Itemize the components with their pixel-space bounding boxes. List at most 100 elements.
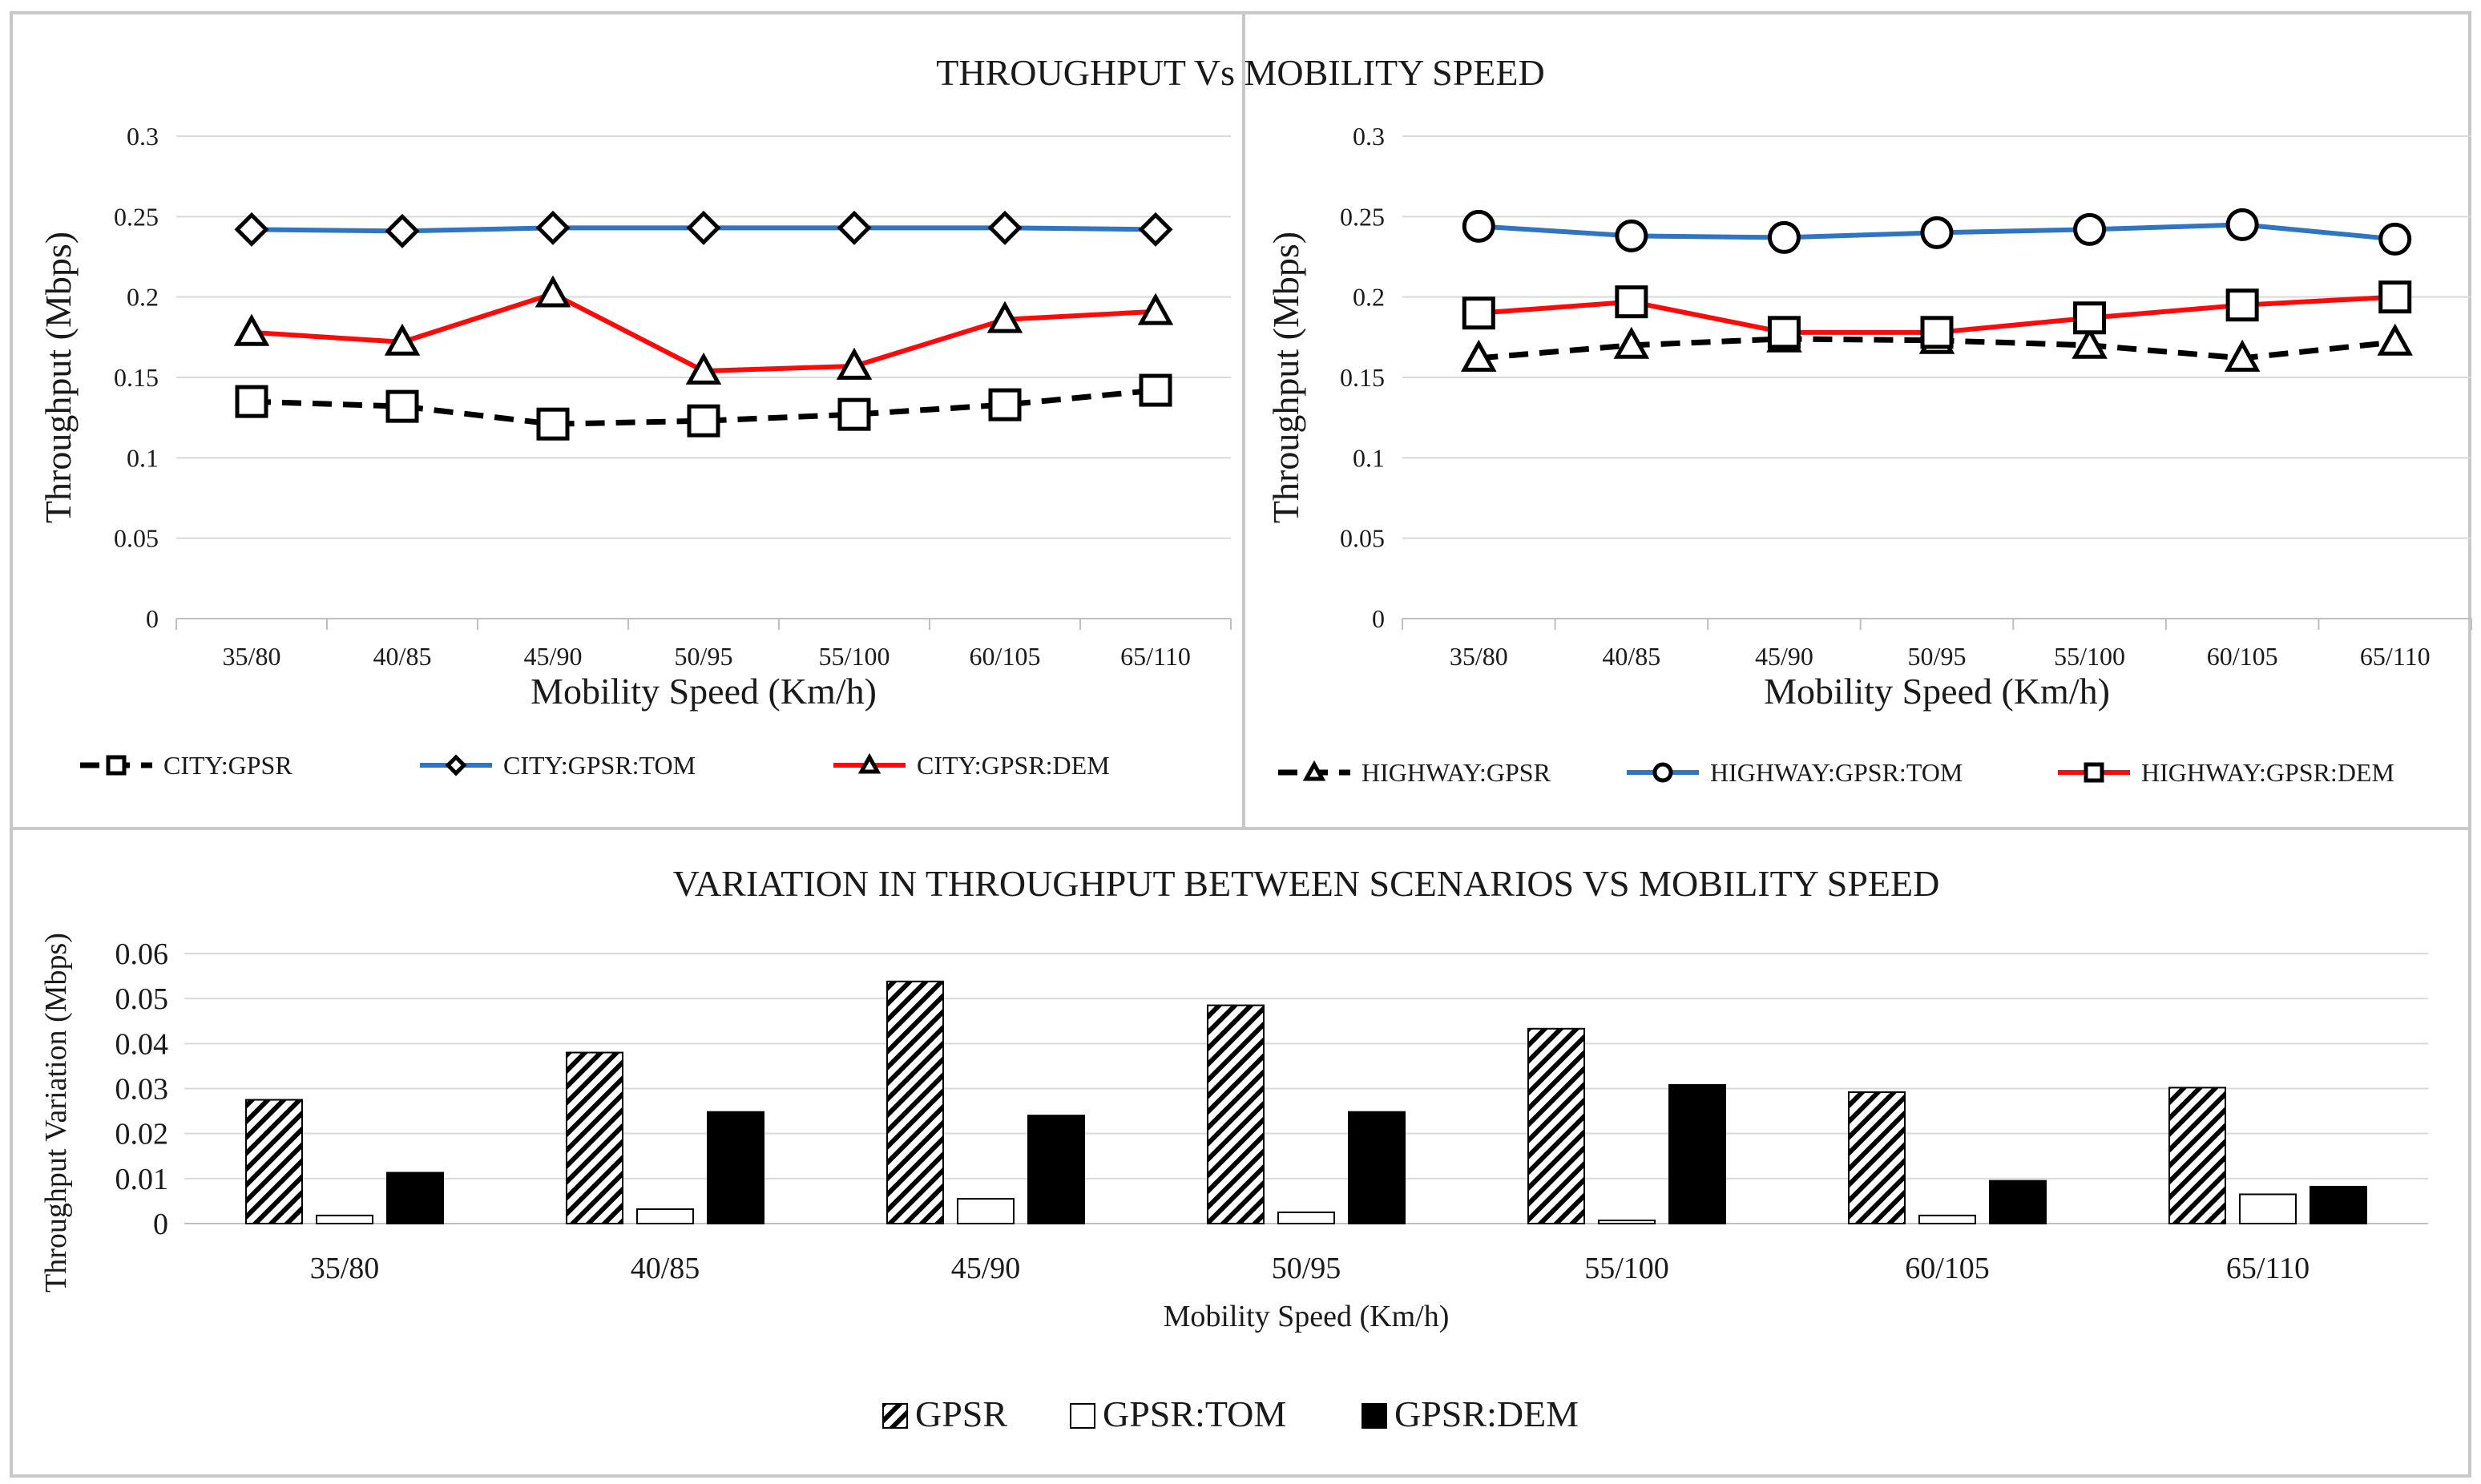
data-point-marker [2225,208,2259,241]
data-point-marker [2377,323,2413,356]
data-point-marker [1613,326,1650,359]
legend-label: CITY:GPSR:DEM [917,751,1110,780]
legend-label: CITY:GPSR [163,751,292,780]
data-point-marker [2073,212,2107,246]
legend-label: HIGHWAY:GPSR:DEM [2141,758,2394,787]
bar-gpsr-tom [1918,1214,1976,1225]
data-point-marker [2073,301,2107,335]
y-tick-label: 0.3 [1353,122,1385,151]
data-point-marker [385,389,419,423]
data-point-marker [1920,216,1954,249]
x-tick-label: 60/105 [1905,1252,1990,1285]
y-tick-label: 0.1 [1353,443,1385,472]
legend-swatch-marker [445,754,467,776]
data-point-marker [233,313,270,346]
bar-gpsr-dem [1027,1115,1085,1224]
legend-swatch-marker [106,755,127,776]
bar-gpsr-dem [1668,1084,1726,1225]
x-tick-label: 55/100 [2054,642,2125,671]
y-tick-label: 0.04 [115,1027,169,1061]
legend-swatch-marker [857,752,881,774]
data-point-marker [988,388,1022,421]
data-point-marker [1767,220,1801,254]
x-tick-label: 40/85 [373,642,432,671]
y-tick-label: 0.1 [127,443,159,472]
x-tick-label: 45/90 [524,642,583,671]
y-axis-title: Throughput (Mbps) [1265,232,1306,523]
y-tick-label: 0.2 [1353,283,1385,312]
legend-swatch [1070,1403,1095,1429]
data-point-marker [1615,285,1648,319]
bar-gpsr-tom [2239,1193,2297,1225]
data-point-marker [1461,339,1497,372]
data-point-marker [384,323,421,356]
data-point-marker [686,210,721,245]
x-axis-title: Mobility Speed (Km/h) [1764,671,2110,712]
legend-label: GPSR:DEM [1394,1393,1579,1434]
y-tick-label: 0 [146,604,159,633]
bar-gpsr-dem [1348,1111,1406,1224]
y-tick-label: 0.25 [114,202,159,231]
bar-gpsr [245,1099,303,1224]
x-tick-label: 55/100 [1584,1252,1669,1285]
bar-gpsr-tom [316,1214,373,1225]
chart-title: VARIATION IN THROUGHPUT BETWEEN SCENARIO… [673,863,1940,904]
bar-gpsr-dem [1989,1180,2047,1225]
data-point-marker [1615,219,1648,252]
data-point-marker [1137,292,1174,325]
x-tick-label: 45/90 [951,1252,1021,1285]
figure-title: THROUGHPUT Vs MOBILITY SPEED [936,52,1544,93]
bar-gpsr-tom [1277,1211,1335,1225]
bar-gpsr [566,1051,623,1224]
y-tick-label: 0.15 [114,363,159,392]
x-tick-label: 50/95 [675,642,733,671]
data-point-marker [2225,288,2259,322]
data-point-marker [836,347,873,380]
highway-chart: 0 0.05 0.1 0.15 0.2 0.25 0.3 35/80 40/85 45/90 50/… [1265,122,2472,787]
x-tick-label: 65/110 [2360,642,2431,671]
data-point-marker [2378,280,2412,314]
x-tick-label: 40/85 [1602,642,1660,671]
y-tick-label: 0 [1372,604,1385,633]
legend-swatch [882,1403,908,1429]
bar-gpsr [1207,1004,1265,1224]
y-tick-label: 0.02 [115,1118,169,1151]
data-point-marker [536,407,570,441]
x-tick-label: 60/105 [2207,642,2278,671]
bar-gpsr-tom [957,1198,1015,1224]
x-tick-label: 50/95 [1272,1252,1341,1285]
bar-gpsr [1527,1027,1585,1224]
x-tick-label: 60/105 [970,642,1041,671]
x-tick-label: 40/85 [631,1252,700,1285]
x-tick-label: 65/110 [2226,1252,2310,1285]
x-tick-label: 35/80 [1450,642,1508,671]
x-tick-label: 65/110 [1120,642,1191,671]
data-point-marker [1920,316,1954,349]
legend-swatch-marker [1302,760,1326,781]
x-axis-title: Mobility Speed (Km/h) [530,671,877,712]
data-point-marker [986,300,1023,333]
legend-label: CITY:GPSR:TOM [503,751,696,780]
data-point-marker [2224,339,2261,372]
data-point-marker [1462,296,1495,330]
legend-swatch-marker [1652,762,1673,783]
bar-gpsr-dem [707,1111,764,1224]
x-tick-label: 45/90 [1755,642,1813,671]
bar-gpsr-dem [386,1171,444,1224]
data-point-marker [2378,222,2412,256]
y-tick-label: 0.05 [1340,524,1385,553]
data-point-marker [1138,212,1173,247]
legend-label: HIGHWAY:GPSR [1362,758,1551,787]
data-point-marker [535,210,571,245]
data-point-marker [234,212,269,247]
bar-gpsr [886,980,944,1225]
x-tick-label: 35/80 [310,1252,380,1285]
bar-gpsr-tom [1598,1220,1656,1225]
data-point-marker [385,213,420,248]
legend-label: GPSR:TOM [1103,1393,1286,1434]
y-tick-label: 0.3 [127,122,159,151]
y-axis-title: Throughput Variation (Mbps) [39,933,73,1292]
legend-label: HIGHWAY:GPSR:TOM [1710,758,1963,787]
y-tick-label: 0 [153,1208,168,1241]
